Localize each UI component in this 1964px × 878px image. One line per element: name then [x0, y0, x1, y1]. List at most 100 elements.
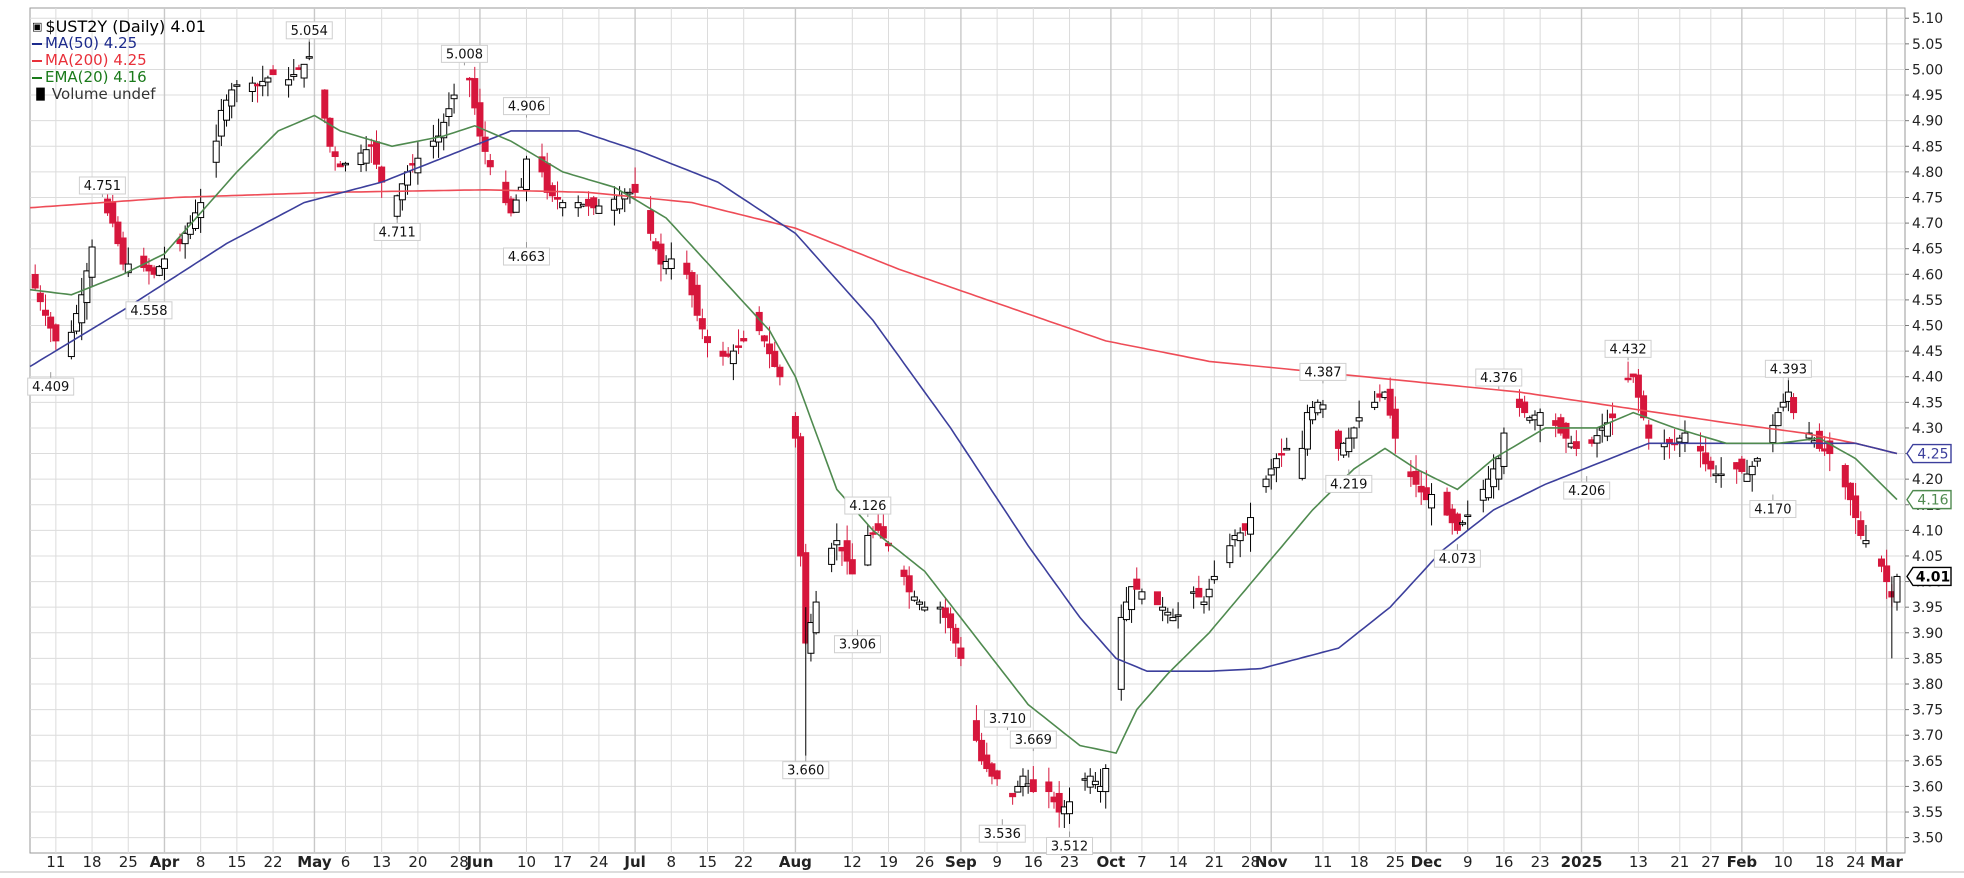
y-tick-label: 4.30	[1912, 421, 1943, 437]
legend-item-ema20: EMA(20) 4.16	[32, 69, 206, 86]
x-tick-label: Jul	[623, 853, 645, 871]
candle-down	[42, 309, 50, 316]
y-tick-label: 3.85	[1912, 651, 1943, 667]
value-label: 3.710	[989, 712, 1026, 727]
candle-up	[1210, 575, 1218, 581]
candle-up	[1138, 591, 1146, 600]
candle-up	[1743, 473, 1751, 482]
x-tick-label: 27	[1701, 853, 1720, 871]
candle-down	[321, 89, 329, 119]
candle-up	[1164, 611, 1172, 616]
candle-down	[1852, 495, 1860, 519]
candle-up	[1091, 780, 1099, 786]
candle-up	[910, 596, 918, 601]
candle-down	[1634, 374, 1642, 398]
ema20-swatch	[32, 76, 42, 79]
candle-down	[1045, 781, 1053, 793]
x-tick-label: Oct	[1096, 853, 1125, 871]
candle-down	[900, 569, 908, 577]
legend-title-row: ▣ $UST2Y (Daily) 4.01	[32, 18, 206, 35]
x-tick-label: 18	[1815, 853, 1834, 871]
value-label-box	[844, 496, 892, 515]
candle-up	[1862, 540, 1870, 545]
x-tick-label: 16	[1024, 853, 1043, 871]
value-label-box	[1046, 836, 1094, 855]
value-label: 3.660	[787, 764, 824, 779]
candle-up	[78, 294, 86, 324]
value-label-box	[978, 824, 1026, 843]
candle-up	[1102, 768, 1110, 793]
candle-up	[1174, 614, 1182, 617]
candle-down	[1009, 792, 1017, 798]
y-tick-label: 5.05	[1912, 37, 1943, 53]
x-tick-label: Aug	[779, 853, 812, 871]
candle-down	[481, 136, 489, 152]
legend-label-volume: Volume undef	[51, 85, 156, 103]
value-label-box	[502, 97, 550, 116]
candle-up	[1247, 517, 1255, 535]
candle-up	[1159, 606, 1167, 611]
candle-down	[797, 436, 805, 557]
candle-up	[228, 89, 236, 107]
x-tick-label: 8	[196, 853, 206, 871]
plot-frame	[29, 7, 1906, 854]
candle-down	[683, 262, 691, 275]
candle-up	[916, 601, 924, 605]
candle-down	[326, 117, 334, 147]
candle-up	[1428, 494, 1436, 509]
candle-up	[1019, 775, 1027, 787]
candle-up	[300, 63, 308, 79]
y-tick-label: 4.50	[1912, 319, 1943, 335]
axis-badge	[1906, 566, 1952, 587]
y-tick-label: 3.65	[1912, 754, 1943, 770]
x-tick-label: 24	[589, 853, 608, 871]
value-label: 4.126	[849, 499, 886, 514]
candle-down	[47, 316, 55, 329]
candle-down	[119, 237, 127, 265]
x-tick-label: 15	[698, 853, 717, 871]
candle-up	[921, 606, 929, 611]
candle-up	[1371, 401, 1379, 408]
legend-label-ema20: EMA(20) 4.16	[45, 68, 147, 86]
candle-down	[941, 607, 949, 618]
candle-up	[191, 212, 199, 229]
candle-up	[1236, 532, 1244, 542]
x-tick-label: 12	[843, 853, 862, 871]
x-tick-label: Sep	[945, 853, 977, 871]
candle-down	[1640, 395, 1648, 419]
legend: ▣ $UST2Y (Daily) 4.01 MA(50) 4.25 MA(200…	[32, 18, 206, 103]
candle-up	[88, 246, 96, 278]
candle-down	[1386, 388, 1394, 416]
candle-up	[1303, 412, 1311, 450]
axis-badge-label: 4.25	[1917, 447, 1948, 463]
candle-up	[1350, 427, 1358, 439]
candle-up	[1262, 478, 1270, 488]
x-tick-label: 8	[667, 853, 677, 871]
candle-down	[657, 243, 665, 265]
candle-up	[1298, 447, 1306, 479]
y-tick-label: 3.60	[1912, 779, 1943, 795]
y-tick-label: 5.10	[1912, 11, 1943, 27]
candle-up	[67, 331, 75, 358]
candle-down	[1826, 440, 1834, 455]
y-tick-label: 4.05	[1912, 549, 1943, 565]
y-tick-label: 4.80	[1912, 165, 1943, 181]
x-tick-label: 13	[372, 853, 391, 871]
candle-down	[905, 575, 913, 593]
candle-up	[285, 79, 293, 86]
candle-down	[848, 559, 856, 575]
y-tick-label: 4.75	[1912, 190, 1943, 206]
candle-up	[1066, 801, 1074, 815]
value-label: 4.170	[1754, 503, 1791, 518]
candle-down	[1521, 401, 1529, 414]
candle-up	[667, 258, 675, 269]
candle-down	[993, 770, 1001, 780]
candle-up	[305, 56, 313, 59]
legend-item-ma50: MA(50) 4.25	[32, 35, 206, 52]
candle-up	[341, 162, 349, 166]
value-label-box	[1009, 730, 1057, 749]
candle-up	[1717, 473, 1725, 477]
x-tick-label: 22	[734, 853, 753, 871]
candle-up	[414, 157, 422, 174]
